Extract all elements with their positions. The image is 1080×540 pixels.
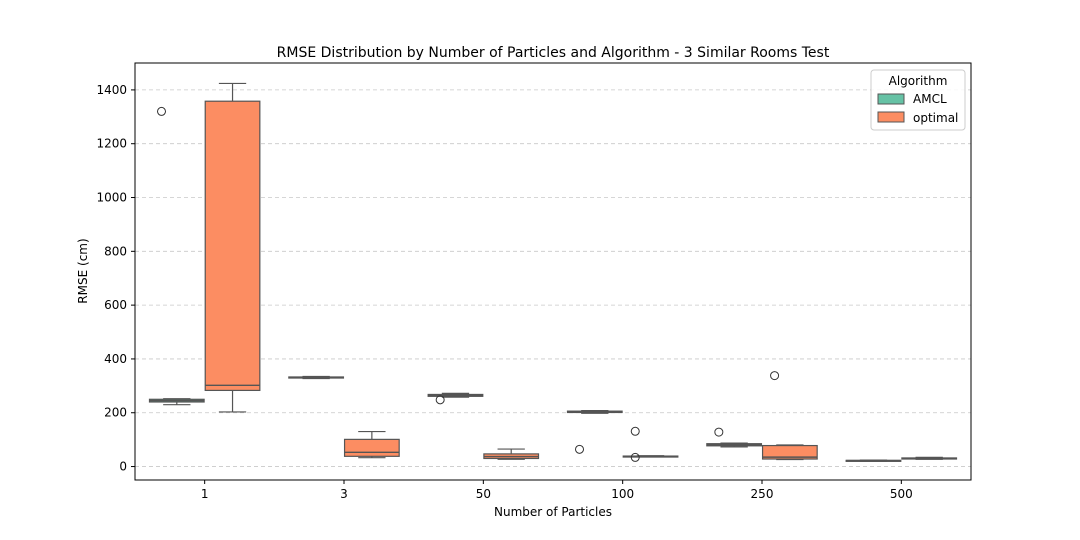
outlier-point xyxy=(714,427,724,437)
legend: Algorithm AMCL optimal xyxy=(870,69,966,131)
legend-swatch-amcl xyxy=(877,93,905,105)
legend-label-amcl: AMCL xyxy=(913,92,947,106)
y-tick-label: 1200 xyxy=(96,137,127,151)
x-tick-label: 1 xyxy=(201,487,209,501)
box-optimal-250 xyxy=(761,371,818,461)
outlier-point xyxy=(435,395,445,405)
box-optimal-50 xyxy=(483,448,540,460)
plot-frame xyxy=(134,62,972,481)
x-tick-label: 50 xyxy=(476,487,491,501)
legend-title: Algorithm xyxy=(889,74,948,88)
outlier-point xyxy=(630,426,640,436)
box-optimal-500 xyxy=(901,456,958,460)
box-optimal-3 xyxy=(343,430,400,459)
x-tick-label: 500 xyxy=(890,487,913,501)
y-grid xyxy=(135,89,971,467)
y-tick-label: 800 xyxy=(104,244,127,258)
box-amcl-1 xyxy=(148,106,205,406)
box-amcl-100 xyxy=(566,409,623,454)
x-tick-label: 250 xyxy=(751,487,774,501)
y-tick-label: 0 xyxy=(119,460,127,474)
box-iqr xyxy=(204,100,261,392)
legend-swatch-optimal xyxy=(877,111,905,123)
outlier-point xyxy=(770,371,780,381)
y-axis-title: RMSE (cm) xyxy=(76,238,90,303)
y-tick-label: 1400 xyxy=(96,83,127,97)
box-iqr xyxy=(343,438,400,457)
outlier-point xyxy=(575,444,585,454)
box-optimal-1 xyxy=(204,82,261,413)
x-tick-label: 3 xyxy=(340,487,348,501)
plot-area xyxy=(148,82,958,462)
y-tick-label: 400 xyxy=(104,352,127,366)
x-axis-title: Number of Particles xyxy=(494,505,612,519)
outlier-point xyxy=(157,106,167,116)
legend-label-optimal: optimal xyxy=(913,111,958,125)
box-amcl-250 xyxy=(706,427,763,448)
y-tick-label: 200 xyxy=(104,406,127,420)
box-amcl-3 xyxy=(288,375,345,380)
box-amcl-500 xyxy=(845,459,902,462)
box-iqr xyxy=(761,444,818,460)
outlier-point xyxy=(630,452,640,462)
box-amcl-50 xyxy=(427,392,484,405)
y-tick-label: 1000 xyxy=(96,191,127,205)
chart-title: RMSE Distribution by Number of Particles… xyxy=(277,45,830,61)
axes: 0 200 400 600 800 1000 1200 1400 1 3 50 100 250 500 xyxy=(96,83,912,501)
y-tick-label: 600 xyxy=(104,298,127,312)
x-tick-label: 100 xyxy=(611,487,634,501)
box-optimal-100 xyxy=(622,426,679,462)
